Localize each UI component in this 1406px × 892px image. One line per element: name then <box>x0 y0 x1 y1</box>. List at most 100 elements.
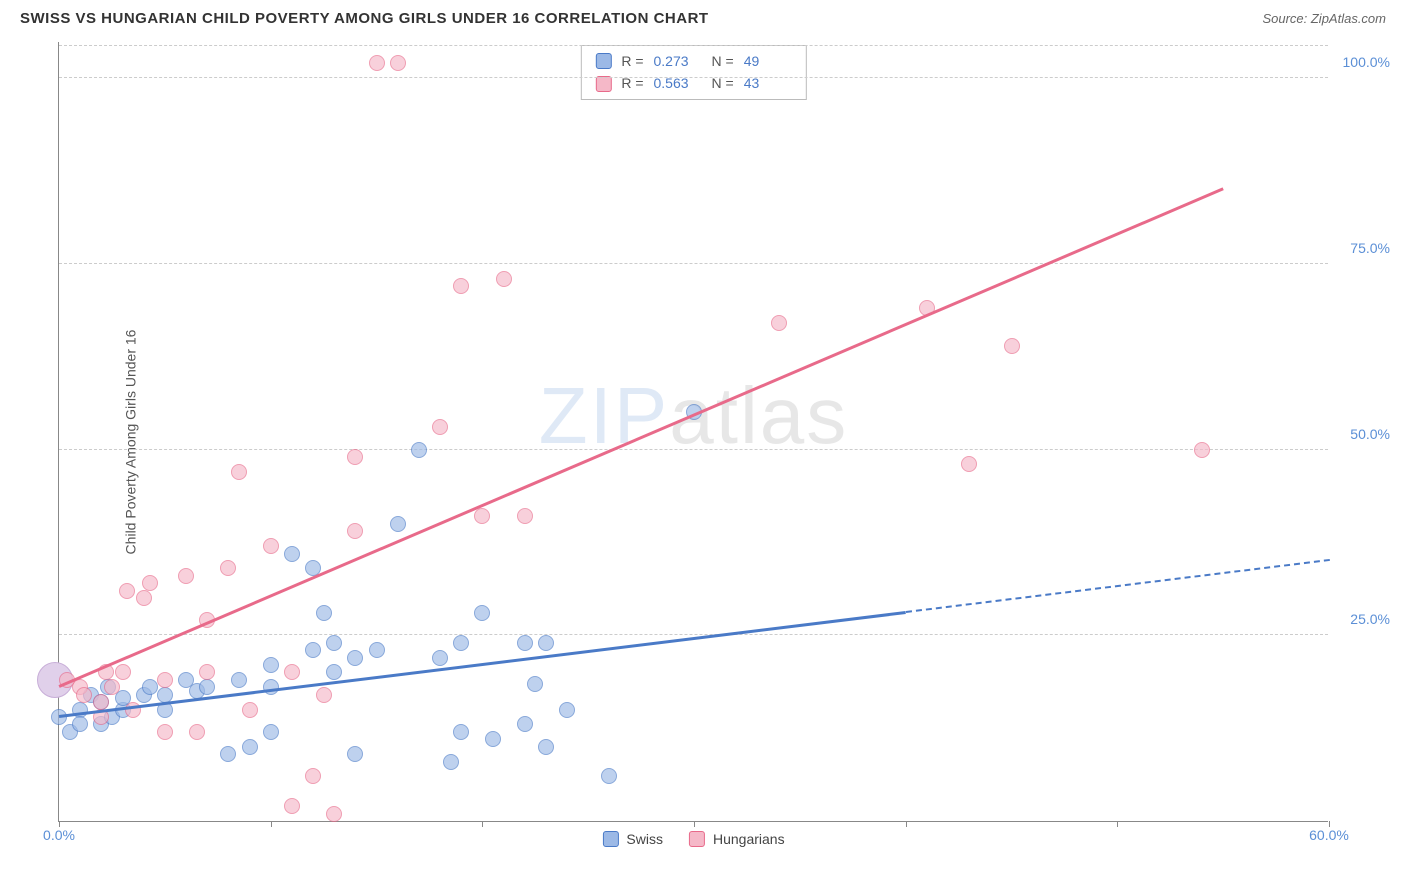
data-point-hungarians <box>284 664 300 680</box>
data-point-hungarians <box>316 687 332 703</box>
stat-r-value: 0.563 <box>654 72 702 94</box>
data-point-swiss <box>538 635 554 651</box>
data-point-swiss <box>305 642 321 658</box>
data-point-hungarians <box>119 583 135 599</box>
data-point-hungarians <box>220 560 236 576</box>
legend-label: Swiss <box>626 831 663 847</box>
data-point-hungarians <box>136 590 152 606</box>
legend-swatch <box>689 831 705 847</box>
data-point-swiss <box>347 650 363 666</box>
gridline-h <box>59 45 1328 46</box>
chart-container: Child Poverty Among Girls Under 16 ZIPat… <box>48 42 1378 842</box>
data-point-hungarians <box>104 679 120 695</box>
xtick-mark <box>482 821 483 827</box>
ytick-label: 75.0% <box>1350 240 1390 256</box>
data-point-swiss <box>474 605 490 621</box>
data-point-hungarians <box>517 508 533 524</box>
data-point-swiss <box>453 724 469 740</box>
xtick-mark <box>906 821 907 827</box>
legend-item: Swiss <box>602 831 663 847</box>
data-point-swiss <box>142 679 158 695</box>
data-point-hungarians <box>115 664 131 680</box>
data-point-swiss <box>263 657 279 673</box>
data-point-hungarians <box>1194 442 1210 458</box>
data-point-hungarians <box>284 798 300 814</box>
data-point-hungarians <box>347 449 363 465</box>
data-point-swiss <box>347 746 363 762</box>
data-point-swiss <box>517 635 533 651</box>
data-point-hungarians <box>178 568 194 584</box>
stat-r-label: R = <box>621 72 643 94</box>
data-point-swiss <box>453 635 469 651</box>
data-point-hungarians <box>189 724 205 740</box>
data-point-swiss <box>316 605 332 621</box>
stat-n-value: 43 <box>744 72 792 94</box>
stats-legend-box: R = 0.273 N = 49 R = 0.563 N = 43 <box>580 45 806 100</box>
stat-n-label: N = <box>712 72 734 94</box>
stats-row: R = 0.563 N = 43 <box>595 72 791 94</box>
stat-n-label: N = <box>712 50 734 72</box>
data-point-swiss <box>601 768 617 784</box>
series-legend: Swiss Hungarians <box>602 831 784 847</box>
data-point-swiss <box>538 739 554 755</box>
data-point-hungarians <box>125 702 141 718</box>
source-attribution: Source: ZipAtlas.com <box>1262 11 1386 26</box>
data-point-swiss <box>369 642 385 658</box>
data-point-swiss <box>326 635 342 651</box>
data-point-hungarians <box>369 55 385 71</box>
ytick-label: 100.0% <box>1343 54 1390 70</box>
data-point-hungarians <box>157 672 173 688</box>
data-point-hungarians <box>305 768 321 784</box>
data-point-hungarians <box>93 694 109 710</box>
data-point-swiss <box>390 516 406 532</box>
data-point-hungarians <box>242 702 258 718</box>
data-point-hungarians <box>326 806 342 822</box>
data-point-swiss <box>263 724 279 740</box>
ytick-label: 25.0% <box>1350 611 1390 627</box>
data-point-swiss <box>220 746 236 762</box>
data-point-swiss <box>199 679 215 695</box>
xtick-label: 0.0% <box>43 827 75 843</box>
data-point-hungarians <box>1004 338 1020 354</box>
data-point-swiss <box>527 676 543 692</box>
data-point-hungarians <box>496 271 512 287</box>
legend-item: Hungarians <box>689 831 785 847</box>
data-point-hungarians <box>157 724 173 740</box>
data-point-swiss <box>326 664 342 680</box>
data-point-hungarians <box>771 315 787 331</box>
data-point-hungarians <box>142 575 158 591</box>
data-point-swiss <box>443 754 459 770</box>
data-point-swiss <box>411 442 427 458</box>
data-point-hungarians <box>390 55 406 71</box>
data-point-hungarians <box>474 508 490 524</box>
plot-area: ZIPatlas R =0.273N =49R =0.563N =43 Swis… <box>58 42 1328 822</box>
data-point-hungarians <box>263 538 279 554</box>
xtick-label: 60.0% <box>1309 827 1349 843</box>
data-point-hungarians <box>961 456 977 472</box>
data-point-swiss <box>485 731 501 747</box>
trend-line <box>906 559 1330 613</box>
ytick-label: 50.0% <box>1350 426 1390 442</box>
data-point-swiss <box>72 716 88 732</box>
legend-label: Hungarians <box>713 831 785 847</box>
data-point-hungarians <box>231 464 247 480</box>
data-point-swiss <box>517 716 533 732</box>
data-point-swiss <box>559 702 575 718</box>
data-point-hungarians <box>347 523 363 539</box>
stat-r-label: R = <box>621 50 643 72</box>
gridline-h <box>59 77 1328 78</box>
data-point-hungarians <box>76 687 92 703</box>
data-point-swiss <box>242 739 258 755</box>
data-point-swiss <box>231 672 247 688</box>
legend-swatch <box>602 831 618 847</box>
data-point-hungarians <box>199 664 215 680</box>
gridline-h <box>59 449 1328 450</box>
xtick-mark <box>694 821 695 827</box>
chart-title: SWISS VS HUNGARIAN CHILD POVERTY AMONG G… <box>20 10 709 27</box>
data-point-hungarians <box>432 419 448 435</box>
data-point-swiss <box>284 546 300 562</box>
stat-r-value: 0.273 <box>654 50 702 72</box>
legend-swatch <box>595 53 611 69</box>
stat-n-value: 49 <box>744 50 792 72</box>
trend-line <box>59 611 906 717</box>
